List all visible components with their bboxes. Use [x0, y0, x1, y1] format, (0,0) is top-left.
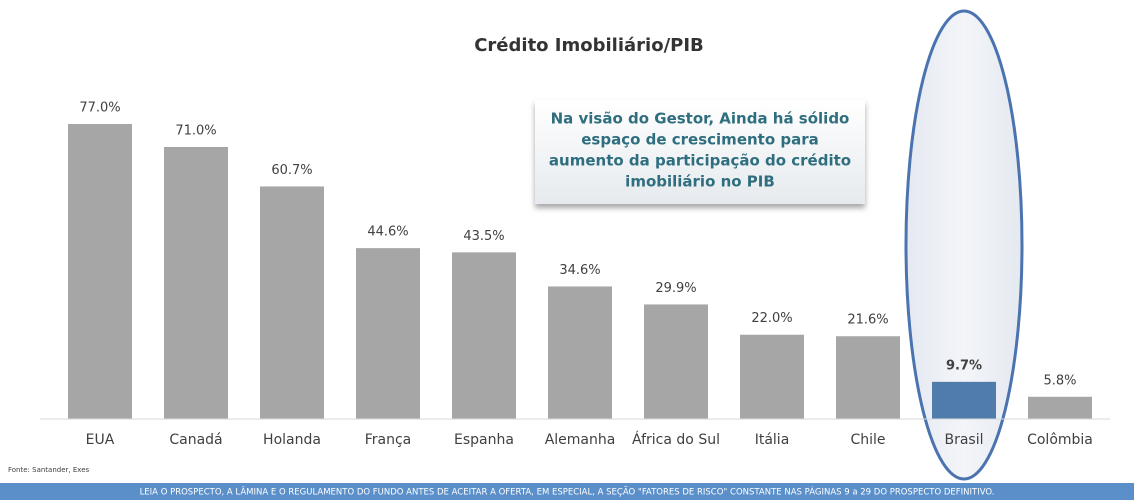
x-tick-label: Canadá	[169, 432, 222, 448]
chart-title: Crédito Imobiliário/PIB	[474, 35, 704, 56]
value-label: 43.5%	[463, 229, 504, 244]
x-tick-label: Holanda	[263, 432, 321, 448]
annotation-line: espaço de crescimento para	[581, 131, 819, 149]
footer-banner	[0, 483, 1134, 500]
highlight-ellipse	[904, 9, 1024, 481]
bar	[68, 124, 132, 419]
bar	[644, 304, 708, 419]
annotation-line: aumento da participação do crédito	[549, 152, 851, 170]
bar	[1028, 396, 1092, 419]
bar	[164, 146, 228, 420]
x-tick-label: África do Sul	[632, 431, 720, 448]
x-tick-label: Chile	[850, 432, 885, 448]
value-label: 60.7%	[271, 163, 312, 178]
bar	[548, 286, 612, 419]
bar	[260, 186, 324, 419]
footer-text: LEIA O PROSPECTO, A LÂMINA E O REGULAMEN…	[140, 486, 995, 498]
bar	[836, 336, 900, 419]
x-tick-label: Itália	[755, 432, 790, 448]
annotation-box	[535, 100, 865, 204]
bar	[740, 334, 804, 419]
value-label: 71.0%	[175, 123, 216, 138]
x-tick-label: Alemanha	[545, 432, 616, 448]
x-tick-label: Espanha	[454, 432, 514, 448]
bar	[932, 381, 996, 419]
x-tick-label: França	[365, 432, 412, 448]
annotation-line: imobiliário no PIB	[625, 173, 775, 191]
x-tick-label: EUA	[86, 432, 115, 448]
value-label: 34.6%	[559, 263, 600, 278]
annotation-line: Na visão do Gestor, Ainda há sólido	[551, 110, 850, 128]
value-label: 77.0%	[79, 101, 120, 116]
value-label: 5.8%	[1043, 373, 1076, 388]
value-label: 44.6%	[367, 225, 408, 240]
value-label: 22.0%	[751, 311, 792, 326]
annotation: Na visão do Gestor, Ainda há sólido espaç…	[549, 110, 851, 191]
x-tick-label: Colômbia	[1027, 432, 1093, 448]
value-label: 21.6%	[847, 313, 888, 328]
value-label: 29.9%	[655, 281, 696, 296]
bar	[452, 252, 516, 419]
x-tick-label: Brasil	[944, 432, 983, 448]
value-label: 9.7%	[946, 358, 982, 373]
source: Fonte: Santander, Exes	[8, 466, 90, 474]
bar	[356, 248, 420, 419]
